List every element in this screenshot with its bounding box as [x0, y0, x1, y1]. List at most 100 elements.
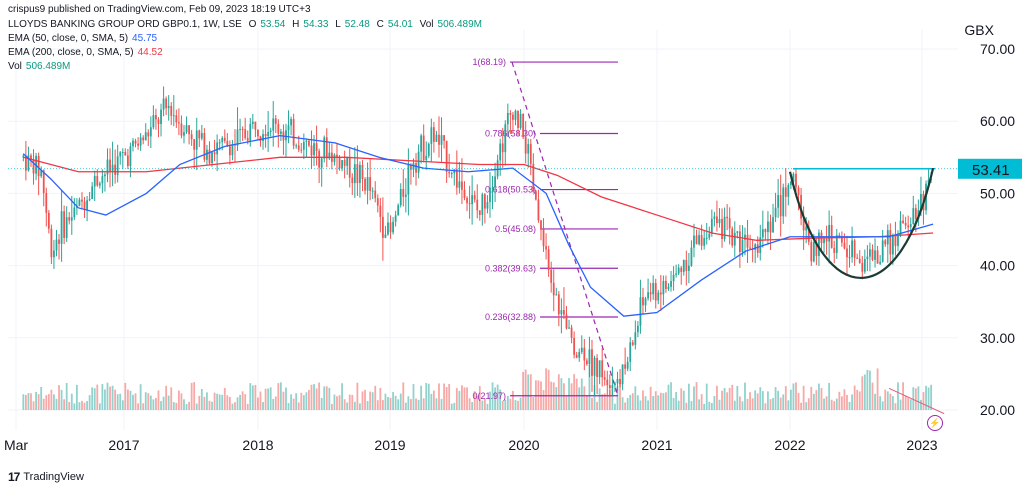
candle-body: [389, 222, 392, 233]
candle-body: [818, 232, 820, 256]
volume-bar: [501, 401, 504, 410]
volume-bar: [869, 370, 871, 410]
candle-body: [170, 105, 173, 116]
candle-body: [565, 314, 568, 329]
candle-body: [450, 173, 453, 175]
volume-bar: [784, 386, 787, 410]
candle-body: [527, 144, 530, 154]
volume-bar: [239, 394, 241, 410]
candle-body: [879, 261, 882, 264]
volume-bar: [665, 392, 667, 410]
volume-bar: [555, 387, 558, 410]
volume-bar: [670, 382, 672, 410]
volume-bar: [499, 389, 502, 410]
candle-body: [667, 286, 670, 289]
candle-body: [295, 145, 298, 147]
volume-bar: [348, 394, 351, 410]
candle-body: [297, 145, 300, 150]
candle-body: [598, 360, 601, 378]
volume-bar: [430, 393, 433, 410]
candle-body: [249, 123, 252, 141]
candle-body: [835, 235, 838, 253]
volume-bar: [200, 389, 203, 410]
flash-icon[interactable]: ⚡: [927, 415, 943, 431]
candle-body: [840, 237, 843, 243]
volume-bar: [815, 390, 818, 410]
candle-body: [629, 342, 632, 362]
candle-body: [733, 232, 736, 246]
volume-bar: [833, 401, 836, 410]
y-tick-label: 20.00: [980, 402, 1015, 418]
ema50-legend[interactable]: EMA (50, close, 0, SMA, 5) 45.75: [8, 33, 158, 44]
volume-bar: [741, 401, 744, 410]
candle-body: [672, 274, 675, 282]
volume-bar: [412, 384, 415, 410]
volume-bar: [598, 388, 601, 410]
last-price-tag: [958, 158, 1022, 179]
volume-bar: [828, 382, 831, 410]
candle-body: [96, 175, 99, 186]
volume-legend[interactable]: Vol 506.489M: [8, 61, 71, 72]
x-tick-label: 2017: [108, 437, 139, 453]
candle-body: [772, 217, 774, 233]
volume-bar: [731, 384, 734, 410]
volume-bar: [328, 387, 331, 410]
volume-bar: [667, 384, 670, 410]
volume-bar: [909, 399, 912, 410]
volume-bar: [119, 393, 122, 410]
candle-body: [98, 183, 101, 186]
volume-bar: [216, 393, 219, 410]
volume-bar: [422, 398, 425, 410]
volume-bar: [713, 396, 716, 410]
candle-body: [884, 240, 887, 245]
candle-body: [438, 134, 440, 145]
volume-bar: [772, 398, 774, 410]
volume-bar: [397, 399, 400, 410]
candle-body: [353, 164, 356, 184]
volume-bar: [812, 393, 815, 410]
candle-body: [843, 242, 846, 249]
candle-body: [366, 177, 369, 191]
candle-body: [593, 357, 596, 376]
volume-bar: [647, 400, 649, 410]
volume-bar: [188, 401, 190, 410]
volume-bar: [636, 395, 639, 410]
footer[interactable]: 17 TradingView: [8, 470, 84, 484]
candle-body: [501, 143, 504, 153]
volume-bar: [879, 396, 882, 410]
brand-name: TradingView: [23, 471, 84, 483]
volume-bar: [420, 385, 423, 410]
volume-bar: [881, 401, 884, 410]
volume-bar: [588, 364, 591, 410]
candle-body: [126, 155, 129, 167]
volume-bar: [147, 393, 150, 410]
candle-body: [466, 197, 468, 204]
volume-bar: [75, 384, 78, 410]
candle-body: [70, 217, 73, 221]
candle-body: [800, 194, 802, 219]
volume-bar: [889, 393, 892, 410]
volume-bar: [810, 386, 813, 410]
volume-bar: [504, 399, 507, 410]
volume-bar: [374, 385, 377, 410]
volume-bar: [496, 384, 499, 410]
cup-curve: [788, 167, 935, 280]
candle-body: [264, 134, 267, 137]
volume-bar: [78, 402, 81, 410]
volume-bar: [310, 384, 313, 410]
volume-bar: [152, 399, 155, 410]
ema200-legend[interactable]: EMA (200, close, 0, SMA, 5) 44.52: [8, 47, 163, 58]
volume-bar: [435, 398, 438, 410]
moving-average-lines: [8, 134, 958, 317]
candle-body: [713, 216, 716, 219]
candle-body: [364, 178, 366, 191]
candle-body: [542, 229, 545, 247]
candle-body: [343, 160, 346, 166]
volume-bar: [343, 399, 346, 410]
volume-bar: [585, 395, 588, 410]
candle-body: [512, 114, 514, 120]
candle-body: [914, 208, 917, 219]
candle-body: [759, 237, 762, 253]
candle-body: [907, 225, 910, 228]
